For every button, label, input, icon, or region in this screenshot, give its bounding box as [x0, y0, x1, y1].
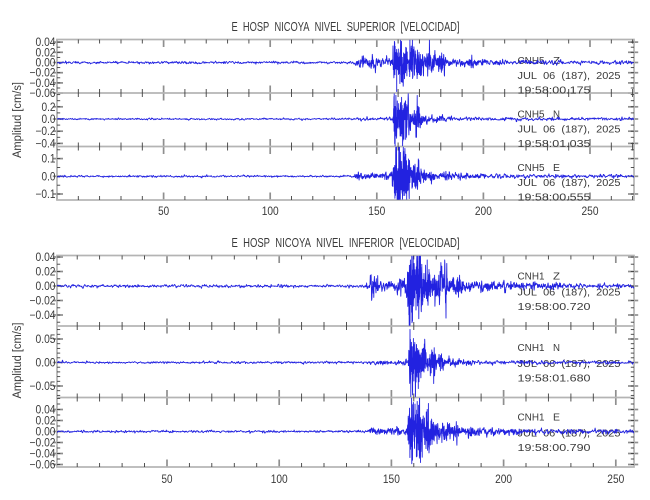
svg-text:19:58:01.035: 19:58:01.035 [518, 139, 592, 150]
svg-text:19:58:00.175: 19:58:00.175 [518, 86, 592, 97]
svg-text:−0.04: −0.04 [30, 449, 57, 461]
svg-text:19:58:00.790: 19:58:00.790 [518, 443, 592, 454]
svg-text:−0.1: −0.1 [36, 189, 56, 201]
svg-text:Z: Z [553, 56, 560, 67]
svg-text:0.00: 0.00 [36, 281, 56, 293]
svg-text:250: 250 [607, 472, 624, 486]
svg-text:CNH1: CNH1 [518, 272, 545, 283]
svg-text:0.05: 0.05 [36, 334, 56, 346]
svg-text:JUL 06 (187), 2025: JUL 06 (187), 2025 [518, 287, 621, 298]
svg-text:E: E [553, 413, 560, 424]
svg-text:−0.05: −0.05 [30, 381, 56, 393]
svg-text:0.04: 0.04 [36, 405, 57, 417]
svg-text:E: E [553, 163, 560, 174]
svg-text:0.02: 0.02 [36, 416, 56, 428]
svg-text:0.1: 0.1 [42, 154, 56, 166]
svg-text:JUL 06 (187), 2025: JUL 06 (187), 2025 [518, 428, 621, 439]
svg-text:−0.4: −0.4 [36, 138, 57, 150]
svg-text:19:58:01.680: 19:58:01.680 [518, 373, 592, 384]
svg-text:E HOSP NICOYA NIVEL SUPERI: E HOSP NICOYA NIVEL SUPERIOR [VELOCIDAD] [232, 19, 460, 34]
svg-text:−0.06: −0.06 [30, 460, 56, 472]
svg-text:Z: Z [553, 272, 560, 283]
svg-text:JUL 06 (187), 2025: JUL 06 (187), 2025 [518, 359, 621, 370]
svg-text:−0.2: −0.2 [36, 126, 56, 138]
svg-text:CNH5: CNH5 [518, 163, 545, 174]
svg-text:−0.02: −0.02 [30, 296, 56, 308]
svg-text:0.00: 0.00 [36, 58, 56, 70]
svg-text:100: 100 [262, 204, 279, 218]
svg-text:150: 150 [368, 204, 385, 218]
svg-text:0.04: 0.04 [36, 37, 57, 49]
svg-text:E HOSP NICOYA NIVEL INFERI: E HOSP NICOYA NIVEL INFERIOR [VELOCIDAD] [232, 235, 460, 250]
svg-text:50: 50 [162, 472, 173, 486]
svg-text:CNH1: CNH1 [518, 343, 545, 354]
svg-text:JUL 06 (187), 2025: JUL 06 (187), 2025 [518, 178, 621, 189]
svg-text:150: 150 [383, 472, 400, 486]
svg-text:Amplitud [cm/s]: Amplitud [cm/s] [12, 323, 24, 399]
svg-text:0.00: 0.00 [36, 427, 56, 439]
svg-text:200: 200 [475, 204, 492, 218]
svg-text:−0.04: −0.04 [30, 310, 57, 322]
svg-text:−0.02: −0.02 [30, 68, 56, 80]
svg-text:0.2: 0.2 [42, 102, 56, 114]
svg-text:JUL 06 (187), 2025: JUL 06 (187), 2025 [518, 71, 621, 82]
svg-text:0.04: 0.04 [36, 252, 57, 264]
svg-text:N: N [553, 343, 560, 354]
svg-text:0.0: 0.0 [42, 171, 56, 183]
svg-text:CNH5: CNH5 [518, 110, 545, 121]
svg-text:−0.06: −0.06 [30, 88, 56, 100]
svg-text:Amplitud [cm/s]: Amplitud [cm/s] [12, 82, 24, 158]
svg-text:0.00: 0.00 [36, 358, 56, 370]
svg-text:JUL 06 (187), 2025: JUL 06 (187), 2025 [518, 125, 621, 136]
svg-text:−0.02: −0.02 [30, 438, 56, 450]
svg-text:0.0: 0.0 [42, 114, 56, 126]
svg-text:CNH1: CNH1 [518, 413, 545, 424]
svg-text:N: N [553, 110, 560, 121]
svg-text:19:58:00.555: 19:58:00.555 [518, 193, 592, 204]
svg-text:19:58:00.720: 19:58:00.720 [518, 302, 592, 313]
svg-text:100: 100 [271, 472, 288, 486]
svg-text:50: 50 [158, 204, 169, 218]
svg-text:250: 250 [582, 204, 599, 218]
svg-text:0.02: 0.02 [36, 47, 56, 59]
svg-text:0.02: 0.02 [36, 267, 56, 279]
svg-text:200: 200 [495, 472, 512, 486]
svg-text:−0.04: −0.04 [30, 78, 57, 90]
